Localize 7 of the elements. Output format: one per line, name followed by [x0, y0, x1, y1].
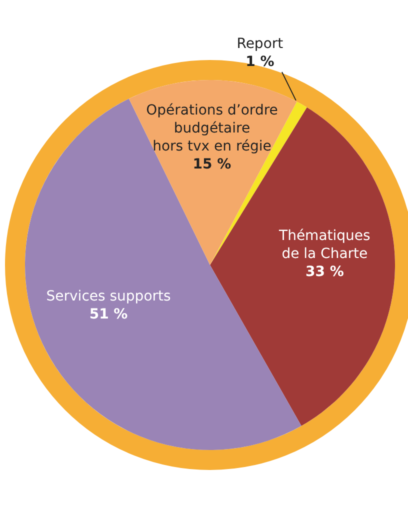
- slice-label: Services supports: [46, 288, 171, 304]
- slice-label: Report: [236, 36, 284, 52]
- data-label: 15 %: [192, 156, 232, 172]
- slice-label: Opérations d’ordre budgétaire hors tvx en régie: [146, 102, 278, 154]
- slice-label: Thématiques de la Charte: [278, 228, 370, 262]
- data-label: 33 %: [305, 264, 344, 280]
- data-label: 51 %: [89, 306, 128, 322]
